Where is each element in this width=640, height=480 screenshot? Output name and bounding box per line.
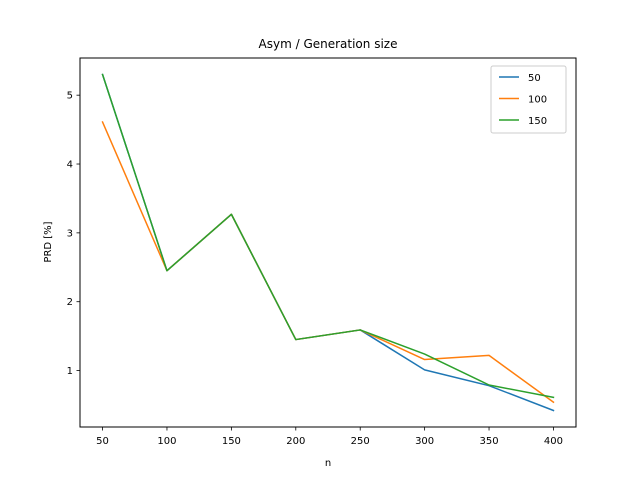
legend-label-100: 100 xyxy=(528,95,547,106)
x-axis-ticks: 50 100 150 200 250 300 350 400 xyxy=(96,427,563,447)
legend: 50 100 150 xyxy=(490,65,567,134)
legend-box xyxy=(490,65,567,134)
y-tick-label: 5 xyxy=(67,91,73,102)
y-axis-ticks: 1 2 3 4 5 xyxy=(67,91,80,377)
y-tick-label: 4 xyxy=(67,160,73,171)
x-tick-label: 50 xyxy=(96,436,109,447)
legend-label-50: 50 xyxy=(528,73,541,84)
series-lines xyxy=(101,73,555,412)
series-line-150 xyxy=(101,73,555,399)
y-tick-label: 3 xyxy=(67,228,73,239)
y-tick-label: 2 xyxy=(67,297,73,308)
chart-title: Asym / Generation size xyxy=(259,37,398,51)
x-tick-label: 200 xyxy=(286,436,305,447)
x-tick-label: 100 xyxy=(157,436,176,447)
y-tick-label: 1 xyxy=(67,366,73,377)
y-axis-label: PRD [%] xyxy=(43,221,54,262)
x-tick-label: 250 xyxy=(351,436,370,447)
x-tick-label: 350 xyxy=(479,436,498,447)
x-tick-label: 400 xyxy=(544,436,563,447)
x-tick-label: 150 xyxy=(222,436,241,447)
plot-frame xyxy=(79,57,577,428)
legend-label-150: 150 xyxy=(528,116,547,127)
x-axis-label: n xyxy=(325,458,331,469)
x-tick-label: 300 xyxy=(415,436,434,447)
